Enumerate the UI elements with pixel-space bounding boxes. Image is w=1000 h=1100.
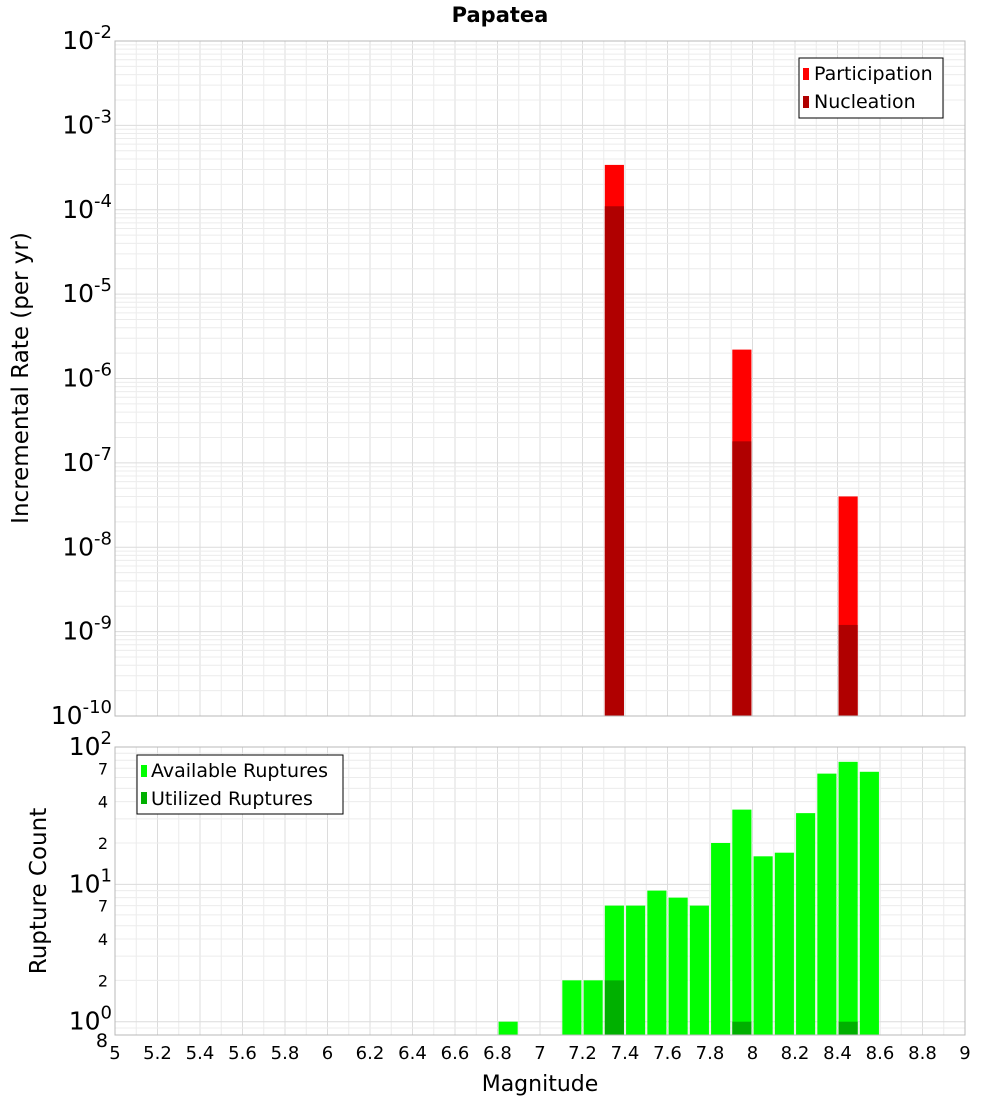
count-bar-utilized-ruptures [732, 1021, 752, 1035]
top-y-axis-label: Incremental Rate (per yr) [8, 232, 34, 524]
y-tick-label: 10-7 [62, 444, 112, 477]
x-tick-label: 5.2 [143, 1043, 172, 1064]
x-tick-label: 7.6 [653, 1043, 682, 1064]
y-minor-tick-label: 4 [98, 930, 108, 949]
legend-swatch-utilized [141, 792, 147, 804]
y-tick-label: 10-8 [62, 528, 112, 561]
x-tick-label: 7 [534, 1043, 545, 1064]
bottom-plot-frame [114, 746, 966, 1036]
y-tick-label: 102 [69, 728, 112, 761]
x-tick-label: 8 [747, 1043, 758, 1064]
rate-bar-nucleation [838, 624, 858, 716]
count-bar-available-ruptures [796, 813, 816, 1035]
y-minor-tick-label: 2 [98, 971, 108, 990]
x-tick-label: 7.2 [568, 1043, 597, 1064]
count-bar-available-ruptures [626, 905, 646, 1035]
count-bar-available-ruptures [838, 761, 858, 1035]
legend-label-available: Available Ruptures [151, 760, 328, 782]
count-bar-available-ruptures [689, 905, 709, 1035]
count-bar-available-ruptures [711, 843, 731, 1035]
x-tick-label: 6.4 [398, 1043, 427, 1064]
bottom-legend: Available Ruptures Utilized Ruptures [136, 754, 344, 815]
x-axis-label: Magnitude [482, 1072, 599, 1097]
count-bar-available-ruptures [583, 980, 603, 1035]
y-minor-tick-label: 8 [96, 1030, 108, 1052]
legend-label-participation: Participation [814, 63, 933, 85]
x-tick-label: 5 [109, 1043, 120, 1064]
count-bar-available-ruptures [774, 852, 794, 1035]
y-tick-label: 10-6 [62, 360, 112, 393]
rate-bar-nucleation [604, 206, 624, 716]
x-tick-label: 6.8 [483, 1043, 512, 1064]
legend-label-utilized: Utilized Ruptures [151, 788, 313, 810]
y-tick-label: 10-10 [51, 697, 112, 730]
x-tick-label: 5.4 [186, 1043, 215, 1064]
x-tick-label: 5.8 [271, 1043, 300, 1064]
x-tick-label: 9 [959, 1043, 970, 1064]
rate-bar-nucleation [732, 441, 752, 716]
bottom-y-tick-labels: 102 101 100 7 4 2 7 4 2 8 [69, 728, 112, 1052]
top-gridlines [114, 40, 966, 717]
count-bar-available-ruptures [859, 771, 879, 1035]
bottom-y-axis-label: Rupture Count [26, 808, 52, 974]
y-tick-label: 10-4 [62, 191, 112, 224]
y-minor-tick-label: 2 [98, 834, 108, 853]
count-bar-available-ruptures [732, 809, 752, 1035]
top-y-tick-labels: 10-2 10-3 10-4 10-5 10-6 10-7 10-8 10-9 10-10 [51, 22, 112, 730]
rupture-count-panel: 102 101 100 7 4 2 7 4 2 8 Rupture Count Available… [26, 728, 966, 1052]
top-legend-box [798, 57, 944, 119]
y-tick-label: 10-2 [62, 22, 112, 55]
incremental-rate-panel: 10-2 10-3 10-4 10-5 10-6 10-7 10-8 10-9 10-10 In… [8, 22, 966, 730]
count-bar-utilized-ruptures [604, 980, 624, 1035]
count-bar-available-ruptures [817, 773, 837, 1035]
x-tick-label: 6.2 [356, 1043, 385, 1064]
y-tick-label: 101 [69, 865, 112, 898]
count-bar-available-ruptures [647, 890, 667, 1035]
top-plot-frame [114, 40, 966, 717]
x-tick-label: 8.2 [781, 1043, 810, 1064]
bottom-bars [498, 761, 879, 1035]
count-bar-available-ruptures [498, 1021, 518, 1035]
x-tick-label: 6.6 [441, 1043, 470, 1064]
y-tick-label: 100 [69, 1003, 112, 1036]
legend-swatch-nucleation [803, 96, 809, 108]
y-tick-label: 10-3 [62, 106, 112, 139]
x-tick-label: 8.8 [908, 1043, 937, 1064]
top-legend: Participation Nucleation [798, 57, 944, 119]
bottom-legend-box [136, 754, 344, 815]
y-minor-tick-label: 7 [98, 759, 108, 778]
y-minor-tick-label: 4 [98, 793, 108, 812]
y-tick-label: 10-9 [62, 613, 112, 646]
x-tick-label: 8.6 [866, 1043, 895, 1064]
x-tick-labels: 5 5.2 5.4 5.6 5.8 6 6.2 6.4 6.6 6.8 7 7.2 7.4 7.6 7.8 8… [109, 1043, 970, 1064]
x-tick-label: 8.4 [823, 1043, 852, 1064]
y-minor-tick-label: 7 [98, 897, 108, 916]
y-tick-label: 10-5 [62, 275, 112, 308]
x-tick-label: 5.6 [228, 1043, 257, 1064]
x-tick-label: 6 [322, 1043, 333, 1064]
legend-swatch-available [141, 765, 147, 777]
x-tick-label: 7.8 [696, 1043, 725, 1064]
legend-label-nucleation: Nucleation [814, 91, 916, 113]
x-tick-label: 7.4 [611, 1043, 640, 1064]
count-bar-available-ruptures [753, 856, 773, 1035]
chart-title: Papatea [452, 3, 549, 27]
count-bar-available-ruptures [668, 897, 688, 1035]
count-bar-utilized-ruptures [838, 1021, 858, 1035]
legend-swatch-participation [803, 68, 809, 80]
count-bar-available-ruptures [562, 980, 582, 1035]
top-bars [604, 164, 858, 716]
